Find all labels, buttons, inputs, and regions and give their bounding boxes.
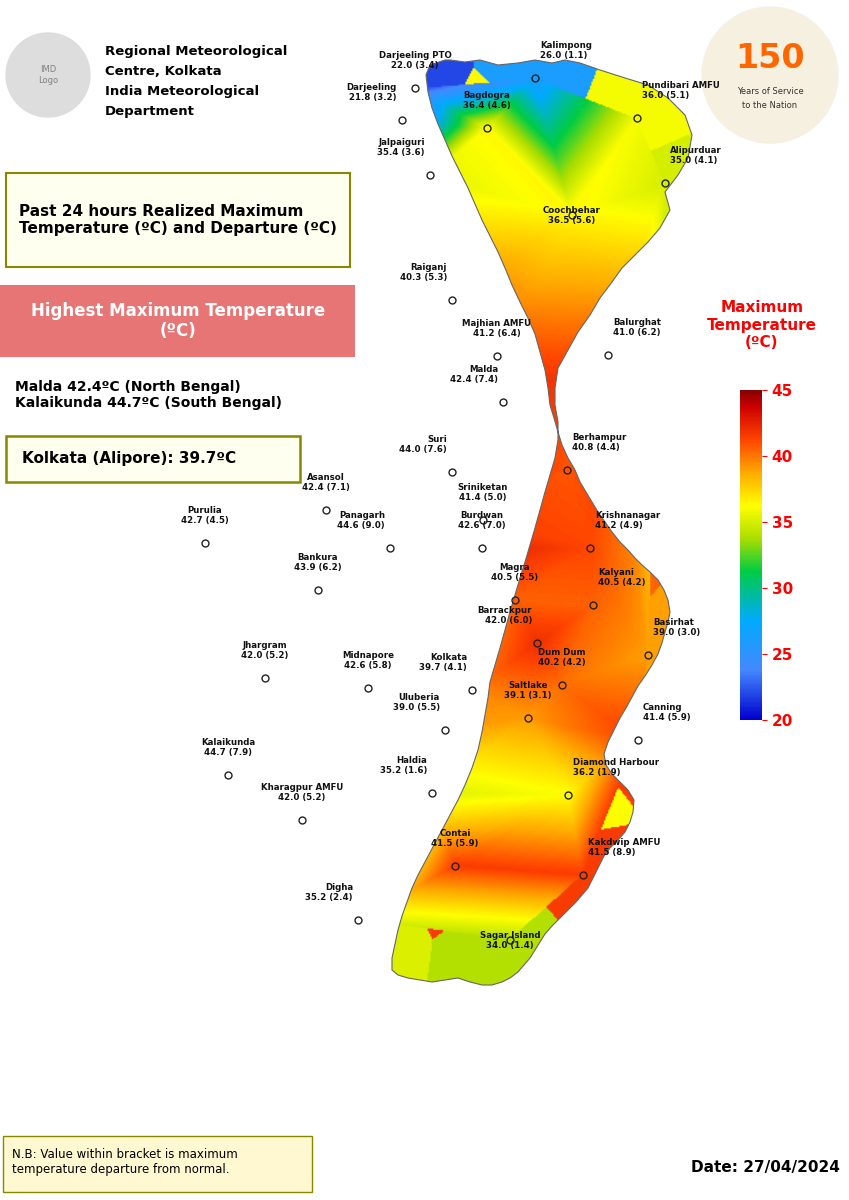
Text: Burdwan
42.6 (7.0): Burdwan 42.6 (7.0): [458, 511, 506, 530]
Text: Kalimpong
26.0 (1.1): Kalimpong 26.0 (1.1): [540, 41, 592, 60]
Text: Coochbehar
36.5 (5.6): Coochbehar 36.5 (5.6): [543, 205, 601, 226]
Text: Kharagpur AMFU
42.0 (5.2): Kharagpur AMFU 42.0 (5.2): [261, 782, 343, 802]
Text: Asansol
42.4 (7.1): Asansol 42.4 (7.1): [302, 473, 350, 492]
Text: Midnapore
42.6 (5.8): Midnapore 42.6 (5.8): [342, 650, 394, 670]
Text: Jhargram
42.0 (5.2): Jhargram 42.0 (5.2): [241, 641, 289, 660]
Text: 150: 150: [735, 42, 805, 74]
Text: Regional Meteorological: Regional Meteorological: [105, 44, 287, 58]
Text: Darjeeling PTO
22.0 (3.4): Darjeeling PTO 22.0 (3.4): [379, 50, 452, 70]
Text: Barrackpur
42.0 (6.0): Barrackpur 42.0 (6.0): [477, 606, 532, 625]
Text: India Meteorological: India Meteorological: [105, 85, 259, 98]
Circle shape: [6, 32, 90, 116]
Text: Department: Department: [105, 104, 195, 118]
Text: Saltlake
39.1 (3.1): Saltlake 39.1 (3.1): [504, 680, 552, 700]
Text: Date: 27/04/2024: Date: 27/04/2024: [691, 1160, 840, 1175]
Text: IMD
Logo: IMD Logo: [38, 65, 58, 85]
Text: Years of Service: Years of Service: [737, 88, 803, 96]
Text: Dum Dum
40.2 (4.2): Dum Dum 40.2 (4.2): [538, 648, 586, 667]
Text: Kalyani
40.5 (4.2): Kalyani 40.5 (4.2): [598, 568, 645, 587]
Text: Jalpaiguri
35.4 (3.6): Jalpaiguri 35.4 (3.6): [378, 138, 425, 157]
Text: to the Nation: to the Nation: [742, 101, 797, 109]
Text: Kolkata
39.7 (4.1): Kolkata 39.7 (4.1): [419, 653, 467, 672]
Text: Centre, Kolkata: Centre, Kolkata: [105, 65, 222, 78]
Text: Kalaikunda
44.7 (7.9): Kalaikunda 44.7 (7.9): [201, 738, 255, 757]
Text: Canning
41.4 (5.9): Canning 41.4 (5.9): [643, 702, 690, 722]
Text: Darjeeling
21.8 (3.2): Darjeeling 21.8 (3.2): [346, 83, 397, 102]
Text: Alipurduar
35.0 (4.1): Alipurduar 35.0 (4.1): [670, 145, 722, 164]
Text: N.B: Value within bracket is maximum
temperature departure from normal.: N.B: Value within bracket is maximum tem…: [12, 1148, 238, 1176]
Text: Past 24 hours Realized Maximum
Temperature (ºC) and Departure (ºC): Past 24 hours Realized Maximum Temperatu…: [19, 204, 337, 236]
Text: Berhampur
40.8 (4.4): Berhampur 40.8 (4.4): [572, 432, 627, 452]
Text: Malda
42.4 (7.4): Malda 42.4 (7.4): [450, 365, 498, 384]
Text: Pundibari AMFU
36.0 (5.1): Pundibari AMFU 36.0 (5.1): [642, 80, 720, 100]
Text: Basirhat
39.0 (3.0): Basirhat 39.0 (3.0): [653, 618, 700, 637]
Text: Highest Maximum Temperature
(ºC): Highest Maximum Temperature (ºC): [31, 301, 325, 341]
FancyBboxPatch shape: [0, 284, 355, 358]
Text: Sagar Island
34.0 (1.4): Sagar Island 34.0 (1.4): [480, 931, 540, 950]
Text: Diamond Harbour
36.2 (1.9): Diamond Harbour 36.2 (1.9): [573, 757, 659, 778]
Text: Purulia
42.7 (4.5): Purulia 42.7 (4.5): [181, 505, 229, 526]
Text: Raiganj
40.3 (5.3): Raiganj 40.3 (5.3): [400, 263, 447, 282]
Text: Maximum
Temperature
(ºC): Maximum Temperature (ºC): [707, 300, 817, 350]
Text: Malda 42.4ºC (North Bengal)
Kalaikunda 44.7ºC (South Bengal): Malda 42.4ºC (North Bengal) Kalaikunda 4…: [15, 380, 282, 410]
Text: Bankura
43.9 (6.2): Bankura 43.9 (6.2): [295, 552, 342, 572]
Text: Contai
41.5 (5.9): Contai 41.5 (5.9): [431, 828, 479, 848]
Text: Digha
35.2 (2.4): Digha 35.2 (2.4): [306, 883, 353, 902]
Text: Suri
44.0 (7.6): Suri 44.0 (7.6): [399, 434, 447, 454]
Circle shape: [702, 7, 838, 143]
FancyBboxPatch shape: [6, 436, 300, 482]
Text: Bagdogra
36.4 (4.6): Bagdogra 36.4 (4.6): [463, 90, 511, 110]
FancyBboxPatch shape: [3, 1136, 312, 1192]
Text: Sriniketan
41.4 (5.0): Sriniketan 41.4 (5.0): [458, 482, 509, 502]
Text: Balurghat
41.0 (6.2): Balurghat 41.0 (6.2): [613, 318, 661, 337]
FancyBboxPatch shape: [6, 173, 350, 266]
Text: Kolkata (Alipore): 39.7ºC: Kolkata (Alipore): 39.7ºC: [22, 451, 236, 467]
Text: Majhian AMFU
41.2 (6.4): Majhian AMFU 41.2 (6.4): [463, 318, 531, 338]
Text: Haldia
35.2 (1.6): Haldia 35.2 (1.6): [380, 756, 427, 775]
Text: Panagarh
44.6 (9.0): Panagarh 44.6 (9.0): [337, 511, 385, 530]
FancyBboxPatch shape: [0, 0, 355, 1200]
Text: Uluberia
39.0 (5.5): Uluberia 39.0 (5.5): [393, 692, 440, 712]
Text: Kakdwip AMFU
41.5 (8.9): Kakdwip AMFU 41.5 (8.9): [588, 838, 661, 857]
Text: Magra
40.5 (5.5): Magra 40.5 (5.5): [492, 563, 538, 582]
Text: Krishnanagar
41.2 (4.9): Krishnanagar 41.2 (4.9): [595, 511, 661, 530]
